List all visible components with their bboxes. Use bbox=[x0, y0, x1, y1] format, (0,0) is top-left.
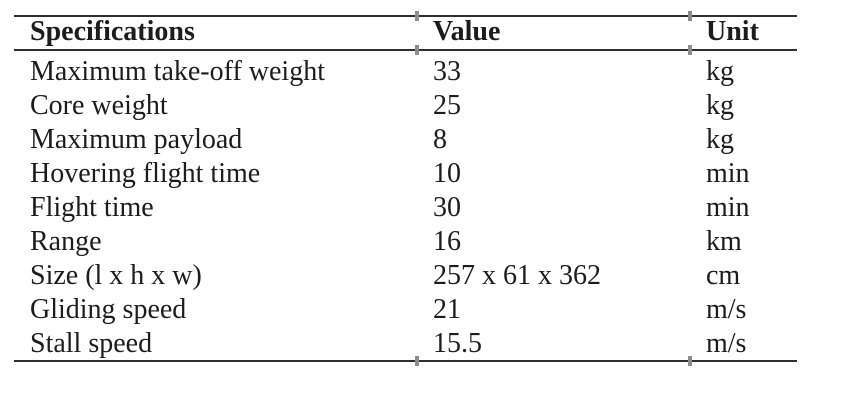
unit-cell: min bbox=[706, 192, 750, 223]
table-row: Stall speed 15.5 m/s bbox=[30, 327, 800, 361]
spec-cell: Hovering flight time bbox=[30, 158, 261, 189]
spec-cell: Stall speed bbox=[30, 328, 153, 359]
unit-cell: min bbox=[706, 158, 750, 189]
table-header-row: Specifications Value Unit bbox=[30, 15, 800, 49]
table-body: Maximum take-off weight 33 kg Core weigh… bbox=[30, 55, 800, 361]
unit-cell: kg bbox=[706, 56, 734, 87]
unit-cell: kg bbox=[706, 124, 734, 155]
table-row: Gliding speed 21 m/s bbox=[30, 293, 800, 327]
spec-cell: Gliding speed bbox=[30, 294, 187, 325]
column-divider-tick bbox=[415, 45, 419, 55]
table-row: Core weight 25 kg bbox=[30, 89, 800, 123]
value-cell: 257 x 61 x 362 bbox=[433, 260, 601, 291]
column-divider-tick bbox=[688, 11, 692, 21]
table-row: Flight time 30 min bbox=[30, 191, 800, 225]
spec-cell: Maximum take-off weight bbox=[30, 56, 325, 87]
table-row: Range 16 km bbox=[30, 225, 800, 259]
column-divider-tick bbox=[415, 356, 419, 366]
value-cell: 30 bbox=[433, 192, 461, 223]
unit-cell: kg bbox=[706, 90, 734, 121]
value-cell: 15.5 bbox=[433, 328, 482, 359]
table-row: Maximum take-off weight 33 kg bbox=[30, 55, 800, 89]
value-cell: 8 bbox=[433, 124, 447, 155]
column-divider-tick bbox=[688, 45, 692, 55]
column-divider-tick bbox=[688, 356, 692, 366]
spec-cell: Core weight bbox=[30, 90, 168, 121]
unit-cell: m/s bbox=[706, 328, 747, 359]
spec-cell: Flight time bbox=[30, 192, 154, 223]
header-cell-unit: Unit bbox=[706, 16, 759, 47]
unit-cell: km bbox=[706, 226, 742, 257]
table-row: Size (l x h x w) 257 x 61 x 362 cm bbox=[30, 259, 800, 293]
value-cell: 16 bbox=[433, 226, 461, 257]
spec-cell: Size (l x h x w) bbox=[30, 260, 202, 291]
header-cell-specifications: Specifications bbox=[30, 16, 195, 47]
table-row: Hovering flight time 10 min bbox=[30, 157, 800, 191]
column-divider-tick bbox=[415, 11, 419, 21]
table-top-rule bbox=[14, 15, 797, 17]
table-row: Maximum payload 8 kg bbox=[30, 123, 800, 157]
value-cell: 21 bbox=[433, 294, 461, 325]
value-cell: 25 bbox=[433, 90, 461, 121]
value-cell: 33 bbox=[433, 56, 461, 87]
table-bottom-rule bbox=[14, 360, 797, 362]
spec-cell: Range bbox=[30, 226, 102, 257]
unit-cell: m/s bbox=[706, 294, 747, 325]
value-cell: 10 bbox=[433, 158, 461, 189]
header-cell-value: Value bbox=[433, 16, 501, 47]
table-header-rule bbox=[14, 49, 797, 51]
spec-cell: Maximum payload bbox=[30, 124, 243, 155]
unit-cell: cm bbox=[706, 260, 741, 291]
